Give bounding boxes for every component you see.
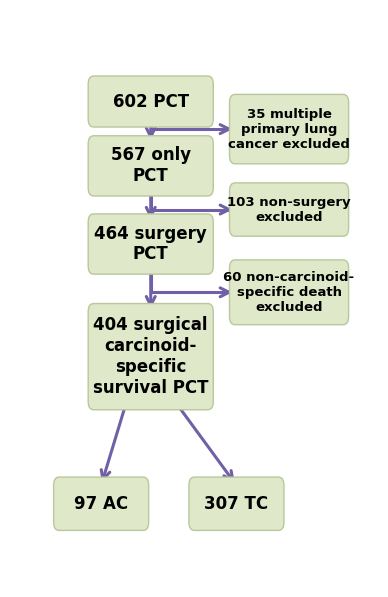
Text: 103 non-surgery
excluded: 103 non-surgery excluded bbox=[227, 196, 351, 223]
Text: 567 only
PCT: 567 only PCT bbox=[111, 146, 191, 185]
FancyBboxPatch shape bbox=[54, 477, 149, 530]
Text: 97 AC: 97 AC bbox=[74, 495, 128, 513]
Text: 35 multiple
primary lung
cancer excluded: 35 multiple primary lung cancer excluded bbox=[228, 107, 350, 150]
FancyBboxPatch shape bbox=[88, 76, 213, 127]
FancyBboxPatch shape bbox=[189, 477, 284, 530]
FancyBboxPatch shape bbox=[88, 136, 213, 196]
FancyBboxPatch shape bbox=[88, 303, 213, 410]
FancyBboxPatch shape bbox=[230, 260, 348, 325]
Text: 464 surgery
PCT: 464 surgery PCT bbox=[94, 224, 207, 263]
Text: 404 surgical
carcinoid-
specific
survival PCT: 404 surgical carcinoid- specific surviva… bbox=[93, 316, 208, 397]
Text: 60 non-carcinoid-
specific death
excluded: 60 non-carcinoid- specific death exclude… bbox=[223, 271, 355, 314]
FancyBboxPatch shape bbox=[230, 183, 348, 236]
FancyBboxPatch shape bbox=[88, 214, 213, 274]
Text: 307 TC: 307 TC bbox=[204, 495, 268, 513]
FancyBboxPatch shape bbox=[230, 94, 348, 164]
Text: 602 PCT: 602 PCT bbox=[113, 93, 189, 110]
